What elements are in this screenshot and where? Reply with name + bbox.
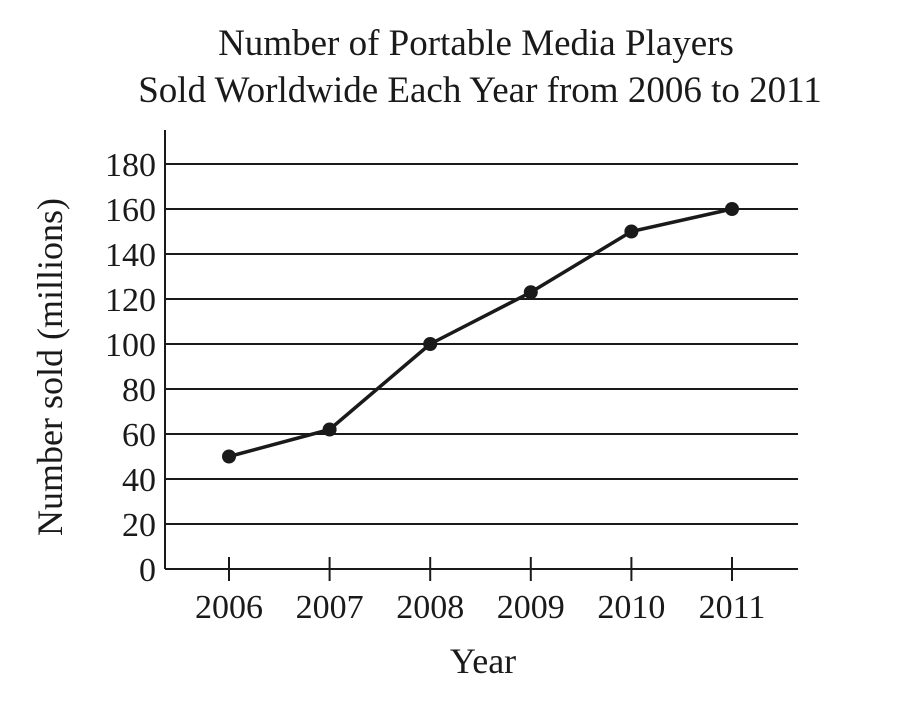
axes bbox=[164, 130, 798, 581]
data-point-2006 bbox=[222, 449, 236, 464]
x-tick-label-2009: 2009 bbox=[497, 589, 565, 626]
y-tick-labels: 0 20 40 60 80 100 120 140 160 180 bbox=[105, 147, 156, 589]
data-point-2007 bbox=[322, 422, 337, 437]
y-axis-label: Number sold (millions) bbox=[30, 198, 70, 536]
data-points bbox=[222, 202, 739, 464]
chart-title-line-2: Sold Worldwide Each Year from 2006 to 20… bbox=[138, 70, 822, 111]
y-tick-label-60: 60 bbox=[122, 417, 156, 454]
y-tick-label-40: 40 bbox=[122, 462, 156, 499]
x-tick-labels: 2006 2007 2008 2009 2010 2011 bbox=[195, 589, 765, 626]
data-point-2008 bbox=[423, 337, 438, 351]
series-line-group bbox=[228, 207, 733, 459]
x-tick-label-2011: 2011 bbox=[699, 589, 766, 626]
x-axis-label: Year bbox=[450, 641, 516, 681]
y-tick-label-180: 180 bbox=[105, 147, 156, 184]
y-tick-label-20: 20 bbox=[122, 507, 156, 544]
grid-lines bbox=[165, 163, 798, 525]
x-tick-label-2010: 2010 bbox=[597, 589, 665, 626]
y-tick-label-160: 160 bbox=[105, 192, 156, 229]
series-line bbox=[228, 207, 733, 459]
x-tick-label-2007: 2007 bbox=[296, 589, 364, 626]
data-point-2011 bbox=[725, 202, 739, 216]
data-point-2009 bbox=[523, 285, 538, 300]
y-tick-label-80: 80 bbox=[122, 372, 156, 409]
y-tick-label-140: 140 bbox=[105, 237, 156, 274]
y-tick-label-0: 0 bbox=[139, 552, 156, 589]
y-tick-label-120: 120 bbox=[105, 282, 156, 319]
x-tick-label-2006: 2006 bbox=[195, 589, 263, 626]
y-tick-label-100: 100 bbox=[105, 327, 156, 364]
x-tick-label-2008: 2008 bbox=[396, 589, 464, 626]
data-point-2010 bbox=[624, 224, 639, 239]
chart-title-line-1: Number of Portable Media Players bbox=[218, 23, 734, 64]
